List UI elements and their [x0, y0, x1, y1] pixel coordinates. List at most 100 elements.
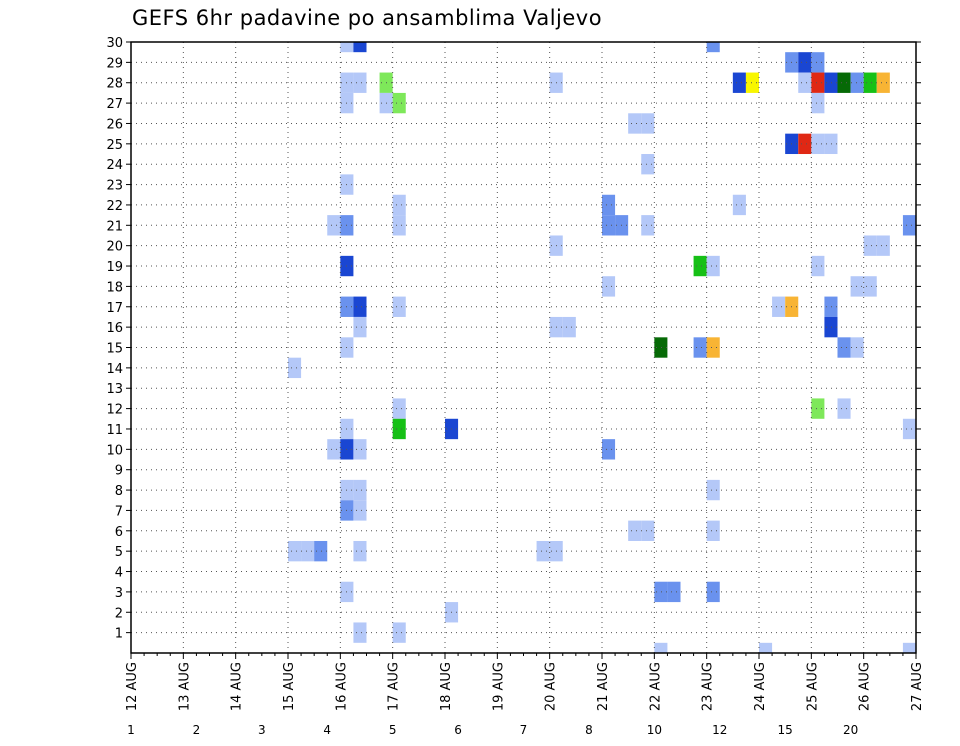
- x-tick-label: 25 AUG: [805, 662, 820, 711]
- y-tick-label: 21: [106, 219, 123, 234]
- colorbar-label: 8: [585, 723, 593, 737]
- heat-cell: [902, 215, 916, 236]
- colorbar-label: 7: [520, 723, 528, 737]
- y-tick-label: 18: [106, 280, 123, 295]
- x-tick-label: 15 AUG: [282, 662, 297, 711]
- colorbar-label: 10: [647, 723, 662, 737]
- x-tick-label: 16 AUG: [334, 662, 349, 711]
- x-tick-label: 19 AUG: [491, 662, 506, 711]
- colorbar-label: 20: [843, 723, 858, 737]
- heat-cell: [706, 255, 720, 277]
- heat-cell: [641, 154, 655, 175]
- heat-cell: [602, 439, 616, 460]
- y-tick-label: 11: [106, 423, 123, 438]
- heat-cell: [863, 235, 877, 256]
- heat-cell: [392, 398, 406, 419]
- heat-cell: [340, 42, 354, 53]
- heat-cell: [824, 316, 838, 338]
- heat-cell: [602, 276, 616, 297]
- y-tick-label: 1: [115, 627, 123, 642]
- heat-cell: [628, 520, 642, 541]
- heat-cell: [314, 540, 328, 562]
- y-tick-label: 29: [106, 56, 123, 71]
- heat-cell: [654, 581, 668, 603]
- colorbar-label: 3: [258, 723, 266, 737]
- x-tick-label: 22 AUG: [648, 662, 663, 711]
- heat-cell: [654, 642, 668, 653]
- heat-cell: [641, 520, 655, 541]
- heat-cell: [288, 357, 302, 379]
- y-tick-label: 16: [106, 321, 123, 336]
- colorbar: 1 2 3 4 5 6 7 8 10 12 15 20: [127, 723, 858, 737]
- colorbar-label: 12: [712, 723, 727, 737]
- heat-cell: [602, 215, 616, 236]
- heat-cell: [811, 92, 825, 114]
- x-tick-label: 12 AUG: [125, 662, 140, 711]
- heat-cell: [902, 418, 916, 440]
- y-tick-label: 7: [115, 504, 123, 519]
- heat-cell: [876, 235, 890, 256]
- heat-cell: [798, 133, 812, 155]
- heat-cell: [654, 337, 668, 358]
- y-tick-label: 24: [106, 158, 123, 173]
- heat-cell: [759, 642, 773, 653]
- colorbar-label: 15: [778, 723, 793, 737]
- heat-cell: [392, 418, 406, 440]
- colorbar-label: 2: [193, 723, 201, 737]
- heat-cell: [706, 479, 720, 501]
- heat-cell: [850, 276, 864, 297]
- x-tick-label: 21 AUG: [596, 662, 611, 711]
- heat-cell: [837, 72, 851, 93]
- heat-cell: [641, 215, 655, 236]
- x-tick-label: 18 AUG: [439, 662, 454, 711]
- heat-cell: [353, 500, 367, 521]
- x-tick-label: 17 AUG: [387, 662, 402, 711]
- heat-cell: [301, 540, 315, 562]
- heat-cell: [327, 215, 341, 236]
- heat-cell: [811, 255, 825, 277]
- x-tick-label: 14 AUG: [230, 662, 245, 711]
- heat-cell: [706, 520, 720, 541]
- y-tick-label: 5: [115, 545, 123, 560]
- heat-cell: [353, 439, 367, 460]
- heat-cell: [353, 540, 367, 562]
- chart-title: GEFS 6hr padavine po ansamblima Valjevo: [132, 6, 603, 30]
- y-tick-label: 14: [106, 362, 123, 377]
- y-tick-label: 15: [106, 342, 123, 357]
- heat-cell: [628, 113, 642, 134]
- heat-cell: [837, 398, 851, 419]
- heat-cell: [602, 194, 616, 216]
- heat-cell: [353, 479, 367, 501]
- y-tick-label: 8: [115, 484, 123, 499]
- y-tick-label: 13: [106, 382, 123, 397]
- y-tick-label: 19: [106, 260, 123, 275]
- heat-cell: [811, 72, 825, 93]
- heat-cell: [732, 194, 746, 216]
- x-tick-label: 27 AUG: [910, 662, 925, 711]
- heat-cell: [706, 337, 720, 358]
- heat-cell: [353, 42, 367, 53]
- heat-cell: [863, 72, 877, 93]
- heat-cell: [798, 52, 812, 73]
- y-tick-label: 2: [115, 606, 123, 621]
- heat-cell: [850, 337, 864, 358]
- grid: [131, 42, 916, 653]
- heat-cell: [693, 337, 707, 358]
- y-tick-label: 30: [106, 36, 123, 51]
- heat-cell: [392, 215, 406, 236]
- x-tick-label: 23 AUG: [701, 662, 716, 711]
- heat-cell: [850, 72, 864, 93]
- heat-cell: [641, 113, 655, 134]
- heat-cell: [824, 296, 838, 317]
- x-tick-label: 13 AUG: [177, 662, 192, 711]
- heat-cell: [327, 439, 341, 460]
- heat-cell: [353, 72, 367, 93]
- heat-cell: [706, 42, 720, 53]
- heat-cell: [392, 296, 406, 317]
- heat-cell: [706, 581, 720, 603]
- heat-cell: [745, 72, 759, 93]
- y-tick-label: 20: [106, 240, 123, 255]
- y-tick-label: 23: [106, 179, 123, 194]
- x-tick-label: 20 AUG: [544, 662, 559, 711]
